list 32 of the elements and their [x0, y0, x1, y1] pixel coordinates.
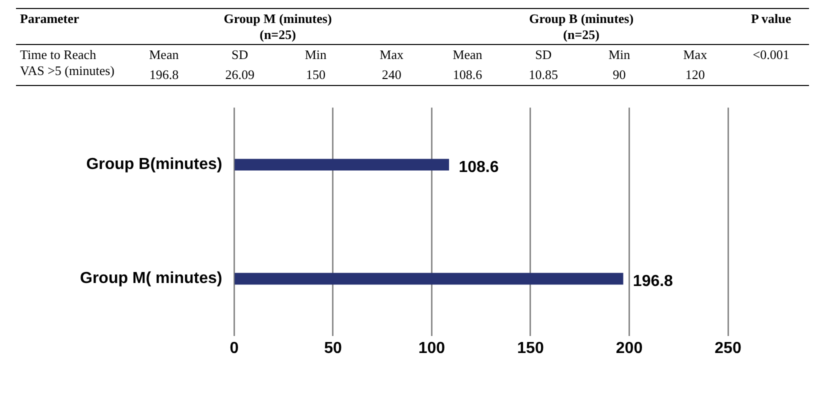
data-label: 196.8 — [632, 273, 674, 290]
text: 196.8 — [148, 66, 180, 84]
text: Min — [304, 46, 328, 64]
x-tick-label: 200 — [616, 340, 643, 357]
text: Min — [607, 46, 632, 64]
text: <0.001 — [752, 46, 790, 64]
text: P value — [751, 11, 792, 28]
y-tick-label: Group B(minutes) — [86, 156, 222, 174]
x-tick-label: 150 — [517, 340, 544, 357]
text: SD — [230, 46, 250, 64]
text: 90 — [612, 66, 627, 84]
text: Max — [378, 46, 405, 64]
text: 150 — [304, 66, 326, 84]
text: 240 — [380, 66, 402, 84]
x-tick-label: 0 — [230, 340, 239, 357]
text: 10.85 — [528, 66, 559, 84]
text: Parameter — [20, 11, 80, 28]
text: Max — [682, 46, 708, 64]
text: 108.6 — [452, 66, 484, 84]
text: Mean — [452, 46, 484, 64]
y-tick-label: Group M( minutes) — [80, 270, 222, 288]
text: Mean — [148, 46, 180, 64]
text: Group M (minutes) (n=25) — [222, 11, 333, 43]
text: SD — [534, 46, 553, 64]
text: Time to Reach VAS >5 (minutes) — [19, 46, 116, 80]
x-tick-label: 50 — [324, 340, 342, 357]
text: 120 — [684, 66, 706, 84]
x-tick-label: 100 — [418, 340, 446, 357]
text: 26.09 — [224, 66, 256, 84]
text: Group B (minutes) (n=25) — [528, 11, 635, 43]
data-label: 108.6 — [458, 159, 499, 176]
x-tick-label: 250 — [714, 340, 742, 357]
